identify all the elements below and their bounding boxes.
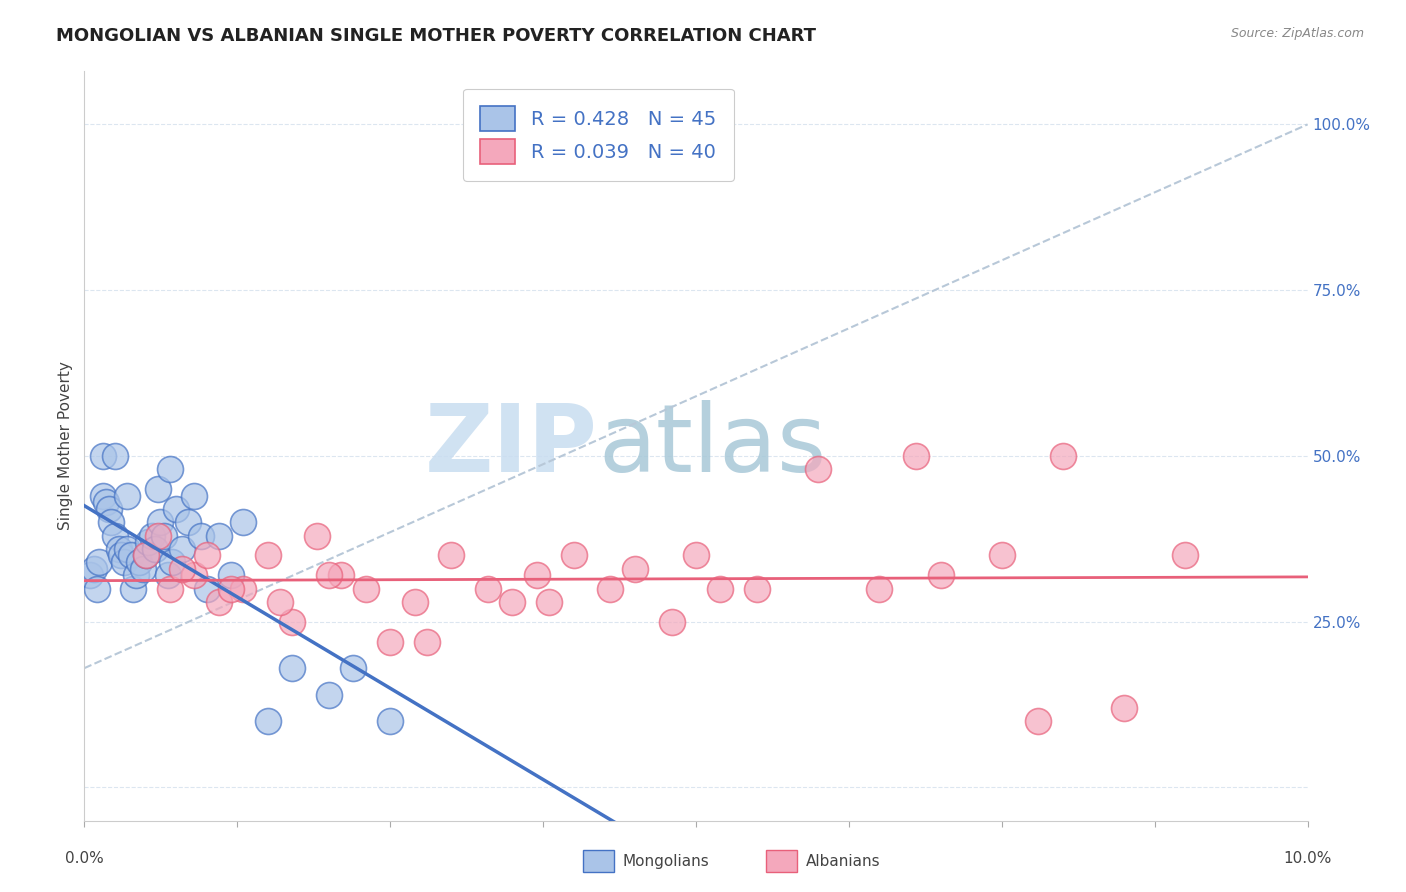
Point (538, 595, 561, 609)
Point (869, 582, 891, 596)
Point (112, 555, 135, 569)
Point (110, 549, 132, 563)
Point (159, 462, 181, 476)
Y-axis label: Single Mother Poverty: Single Mother Poverty (58, 361, 73, 531)
Point (146, 482, 169, 496)
Point (599, 582, 621, 596)
Point (342, 661, 364, 675)
Point (281, 661, 304, 675)
Point (146, 528, 169, 542)
Point (107, 541, 129, 556)
Point (143, 541, 166, 556)
Point (183, 568, 205, 582)
Point (141, 528, 163, 542)
Point (162, 555, 184, 569)
Point (416, 634, 439, 648)
Point (709, 582, 731, 596)
Text: MONGOLIAN VS ALBANIAN SINGLE MOTHER POVERTY CORRELATION CHART: MONGOLIAN VS ALBANIAN SINGLE MOTHER POVE… (56, 27, 817, 45)
Point (477, 582, 499, 596)
Point (929, 568, 952, 582)
Point (115, 489, 138, 503)
Point (257, 549, 280, 563)
Point (661, 615, 683, 629)
Point (330, 568, 353, 582)
Point (83, 562, 105, 576)
Point (165, 502, 187, 516)
Point (195, 582, 218, 596)
Point (685, 549, 707, 563)
Point (208, 595, 231, 609)
Text: Source: ZipAtlas.com: Source: ZipAtlas.com (1230, 27, 1364, 40)
Point (807, 462, 830, 476)
Point (232, 582, 254, 596)
Point (318, 568, 340, 582)
Point (91, 449, 114, 463)
Point (190, 528, 212, 542)
Text: Mongolians: Mongolians (623, 855, 710, 869)
Point (122, 582, 145, 596)
Point (97, 502, 120, 516)
Point (562, 549, 585, 563)
Point (125, 568, 148, 582)
Text: ZIP: ZIP (425, 400, 598, 492)
Point (100, 515, 122, 529)
Point (177, 515, 200, 529)
Point (1028, 714, 1050, 728)
Point (195, 549, 218, 563)
Point (183, 489, 205, 503)
Point (132, 562, 155, 576)
Point (1052, 449, 1074, 463)
Point (104, 528, 127, 542)
Point (380, 714, 402, 728)
Point (128, 555, 150, 569)
Point (153, 528, 176, 542)
Point (79, 568, 101, 582)
Text: atlas: atlas (598, 400, 827, 492)
Point (281, 615, 304, 629)
Text: Albanians: Albanians (806, 855, 880, 869)
Point (354, 582, 377, 596)
Text: 0.0%: 0.0% (65, 851, 104, 866)
Point (1174, 549, 1197, 563)
Point (905, 449, 928, 463)
Point (257, 714, 280, 728)
Point (96, 495, 118, 509)
Point (120, 549, 142, 563)
Point (1114, 701, 1136, 715)
Point (136, 535, 159, 549)
Text: 10.0%: 10.0% (1284, 851, 1331, 866)
Point (269, 595, 291, 609)
Point (91, 489, 114, 503)
Point (404, 595, 426, 609)
Point (440, 549, 463, 563)
Point (208, 528, 231, 542)
Point (305, 528, 328, 542)
Point (380, 634, 402, 648)
Point (526, 568, 548, 582)
Point (219, 582, 242, 596)
Point (104, 449, 127, 463)
Point (135, 549, 157, 563)
Point (232, 515, 254, 529)
Point (624, 562, 647, 576)
Point (149, 515, 172, 529)
Point (87, 555, 110, 569)
Point (86, 582, 108, 596)
Point (318, 688, 340, 702)
Point (747, 582, 769, 596)
Point (172, 562, 194, 576)
Point (156, 568, 179, 582)
Point (135, 549, 157, 563)
Point (219, 568, 242, 582)
Legend: R = 0.428   N = 45, R = 0.039   N = 40: R = 0.428 N = 45, R = 0.039 N = 40 (463, 88, 734, 181)
Point (159, 582, 181, 596)
Point (502, 595, 524, 609)
Point (172, 541, 194, 556)
Point (115, 541, 138, 556)
Point (991, 549, 1014, 563)
